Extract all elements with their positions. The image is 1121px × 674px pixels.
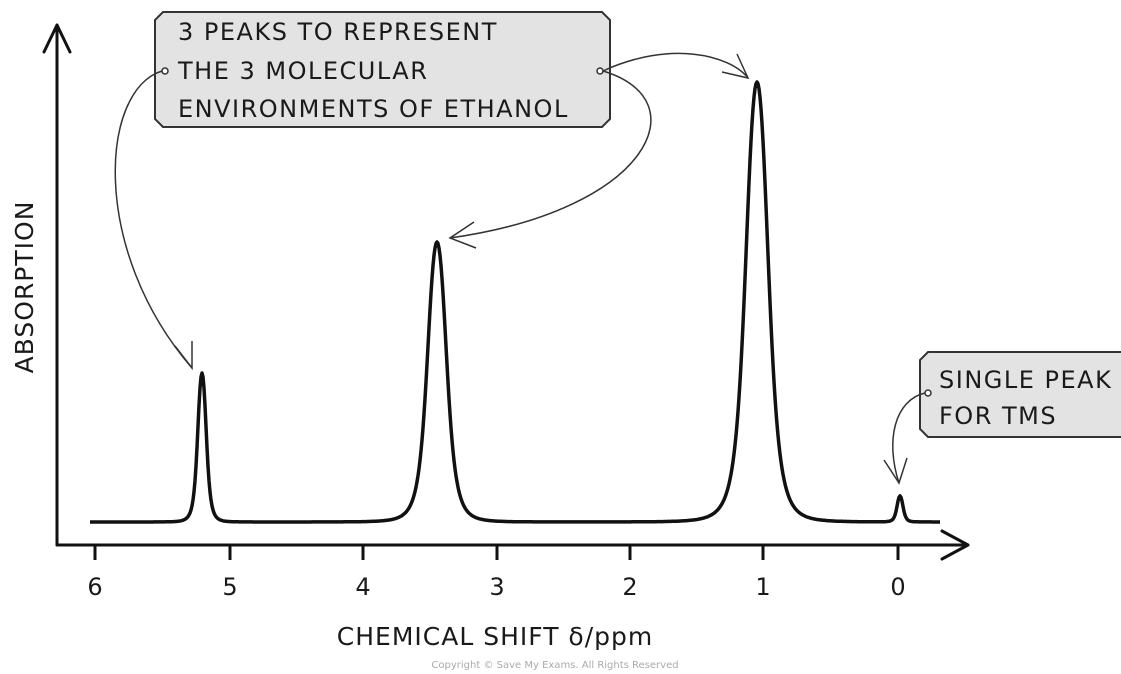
- annotation-text: ENVIRONMENTS OF ETHANOL: [178, 95, 569, 123]
- x-tick-label: 3: [489, 573, 504, 601]
- x-tick-label: 2: [622, 573, 637, 601]
- annotation-text: SINGLE PEAK: [939, 366, 1112, 394]
- axes: [42, 23, 970, 561]
- x-tick-label: 5: [222, 573, 237, 601]
- y-axis: [42, 23, 72, 547]
- arrows: [114, 52, 932, 485]
- annotation-text: 3 PEAKS TO REPRESENT: [178, 18, 498, 46]
- x-tick-label: 6: [87, 573, 102, 601]
- spectrum-curve: [89, 80, 941, 524]
- copyright: Copyright © Save My Exams. All Rights Re…: [431, 660, 678, 671]
- x-axis: [55, 529, 970, 561]
- annotation-box: [154, 11, 611, 128]
- x-ticks: 6 5 4 3 2 1 0: [87, 545, 906, 601]
- x-tick-label: 1: [755, 573, 770, 601]
- annotation-text: THE 3 MOLECULAR: [177, 57, 428, 85]
- x-tick-label: 0: [890, 573, 905, 601]
- x-tick-label: 4: [355, 573, 370, 601]
- annotation-box: [919, 351, 1121, 438]
- annotation-text: FOR TMS: [939, 402, 1057, 430]
- x-axis-label: CHEMICAL SHIFT δ/ppm: [337, 622, 653, 651]
- y-axis-label: ABSORPTION: [10, 201, 39, 374]
